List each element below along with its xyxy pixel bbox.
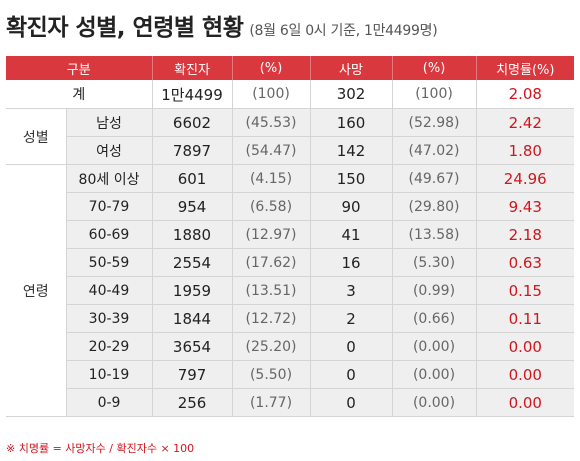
deaths-pct-value: (0.00) [392, 332, 477, 361]
fatality-value: 1.80 [476, 136, 575, 165]
row-label: 0-9 [66, 388, 153, 417]
deaths-value: 90 [310, 192, 393, 221]
cases-pct-value: (54.47) [232, 136, 311, 165]
page-title: 확진자 성별, 연령별 현황 [6, 15, 244, 41]
cases-value: 1844 [152, 304, 233, 333]
fatality-value: 0.63 [476, 248, 575, 277]
cases-value: 256 [152, 388, 233, 417]
fatality-value: 9.43 [476, 192, 575, 221]
fatality-value: 0.15 [476, 276, 575, 305]
row-label: 60-69 [66, 220, 153, 249]
header-deaths: 사망 [310, 56, 393, 80]
deaths-pct-value: (13.58) [392, 220, 477, 249]
cases-value: 1만4499 [152, 80, 233, 109]
deaths-pct-value: (47.02) [392, 136, 477, 165]
cases-pct-value: (25.20) [232, 332, 311, 361]
fatality-value: 2.18 [476, 220, 575, 249]
row-label: 50-59 [66, 248, 153, 277]
deaths-pct-value: (0.00) [392, 388, 477, 417]
deaths-value: 0 [310, 360, 393, 389]
cases-value: 601 [152, 164, 233, 193]
deaths-pct-value: (49.67) [392, 164, 477, 193]
table-row: 30-39 1844 (12.72) 2 (0.66) 0.11 [6, 304, 575, 333]
deaths-pct-value: (5.30) [392, 248, 477, 277]
header-fatality: 치명률(%) [476, 56, 575, 80]
deaths-pct-value: (52.98) [392, 108, 477, 137]
stats-table: 구분 확진자 (%) 사망 (%) 치명률(%) 계 1만4499 (100) … [6, 56, 575, 417]
deaths-pct-value: (29.80) [392, 192, 477, 221]
cases-value: 1959 [152, 276, 233, 305]
cases-pct-value: (5.50) [232, 360, 311, 389]
fatality-value: 0.00 [476, 360, 575, 389]
deaths-value: 302 [310, 80, 393, 109]
cases-pct-value: (13.51) [232, 276, 311, 305]
deaths-pct-value: (0.00) [392, 360, 477, 389]
table-row: 성별 남성 6602 (45.53) 160 (52.98) 2.42 [6, 108, 575, 165]
cases-pct-value: (100) [232, 80, 311, 109]
deaths-value: 0 [310, 332, 393, 361]
deaths-value: 0 [310, 388, 393, 417]
cases-pct-value: (1.77) [232, 388, 311, 417]
fatality-value: 0.11 [476, 304, 575, 333]
deaths-value: 3 [310, 276, 393, 305]
cases-value: 954 [152, 192, 233, 221]
fatality-value: 0.00 [476, 332, 575, 361]
group-label-sex: 성별 [6, 108, 67, 165]
cases-pct-value: (45.53) [232, 108, 311, 137]
deaths-value: 150 [310, 164, 393, 193]
table-row: 70-79 954 (6.58) 90 (29.80) 9.43 [6, 192, 575, 221]
cases-value: 797 [152, 360, 233, 389]
table-row: 50-59 2554 (17.62) 16 (5.30) 0.63 [6, 248, 575, 277]
fatality-value: 2.42 [476, 108, 575, 137]
stats-table-wrapper: 구분 확진자 (%) 사망 (%) 치명률(%) 계 1만4499 (100) … [6, 56, 575, 417]
table-row: 10-19 797 (5.50) 0 (0.00) 0.00 [6, 360, 575, 389]
page-subtitle: (8월 6일 0시 기준, 1만4499명) [249, 23, 438, 39]
table-row: 연령 80세 이상 601 (4.15) 150 (49.67) 24.96 [6, 164, 575, 417]
cases-value: 2554 [152, 248, 233, 277]
header-deaths-pct: (%) [392, 56, 477, 80]
cases-pct-value: (17.62) [232, 248, 311, 277]
row-label: 70-79 [66, 192, 153, 221]
deaths-value: 160 [310, 108, 393, 137]
row-label: 10-19 [66, 360, 153, 389]
header-category: 구분 [6, 56, 153, 80]
cases-value: 1880 [152, 220, 233, 249]
footnote: ※ 치명률 = 사망자수 / 확진자수 × 100 [6, 442, 195, 455]
fatality-value: 2.08 [476, 80, 575, 109]
row-label: 40-49 [66, 276, 153, 305]
row-label: 여성 [66, 136, 153, 165]
fatality-value: 0.00 [476, 388, 575, 417]
table-row: 0-9 256 (1.77) 0 (0.00) 0.00 [6, 388, 575, 417]
table-row: 60-69 1880 (12.97) 41 (13.58) 2.18 [6, 220, 575, 249]
cases-value: 6602 [152, 108, 233, 137]
row-label: 30-39 [66, 304, 153, 333]
row-label: 계 [6, 80, 153, 109]
deaths-value: 2 [310, 304, 393, 333]
deaths-value: 16 [310, 248, 393, 277]
row-label: 남성 [66, 108, 153, 137]
group-label-age: 연령 [6, 164, 67, 417]
deaths-value: 41 [310, 220, 393, 249]
header-cases: 확진자 [152, 56, 233, 80]
table-row: 여성 7897 (54.47) 142 (47.02) 1.80 [6, 136, 575, 165]
cases-pct-value: (12.72) [232, 304, 311, 333]
table-row: 40-49 1959 (13.51) 3 (0.99) 0.15 [6, 276, 575, 305]
deaths-pct-value: (0.99) [392, 276, 477, 305]
deaths-pct-value: (100) [392, 80, 477, 109]
cases-value: 7897 [152, 136, 233, 165]
row-label: 80세 이상 [66, 164, 153, 193]
fatality-value: 24.96 [476, 164, 575, 193]
row-label: 20-29 [66, 332, 153, 361]
deaths-pct-value: (0.66) [392, 304, 477, 333]
cases-pct-value: (12.97) [232, 220, 311, 249]
deaths-value: 142 [310, 136, 393, 165]
cases-pct-value: (6.58) [232, 192, 311, 221]
table-header-row: 구분 확진자 (%) 사망 (%) 치명률(%) [6, 56, 575, 80]
header-cases-pct: (%) [232, 56, 311, 80]
cases-pct-value: (4.15) [232, 164, 311, 193]
table-row: 20-29 3654 (25.20) 0 (0.00) 0.00 [6, 332, 575, 361]
table-row-total: 계 1만4499 (100) 302 (100) 2.08 [6, 80, 575, 109]
cases-value: 3654 [152, 332, 233, 361]
title-row: 확진자 성별, 연령별 현황 (8월 6일 0시 기준, 1만4499명) [6, 8, 574, 48]
